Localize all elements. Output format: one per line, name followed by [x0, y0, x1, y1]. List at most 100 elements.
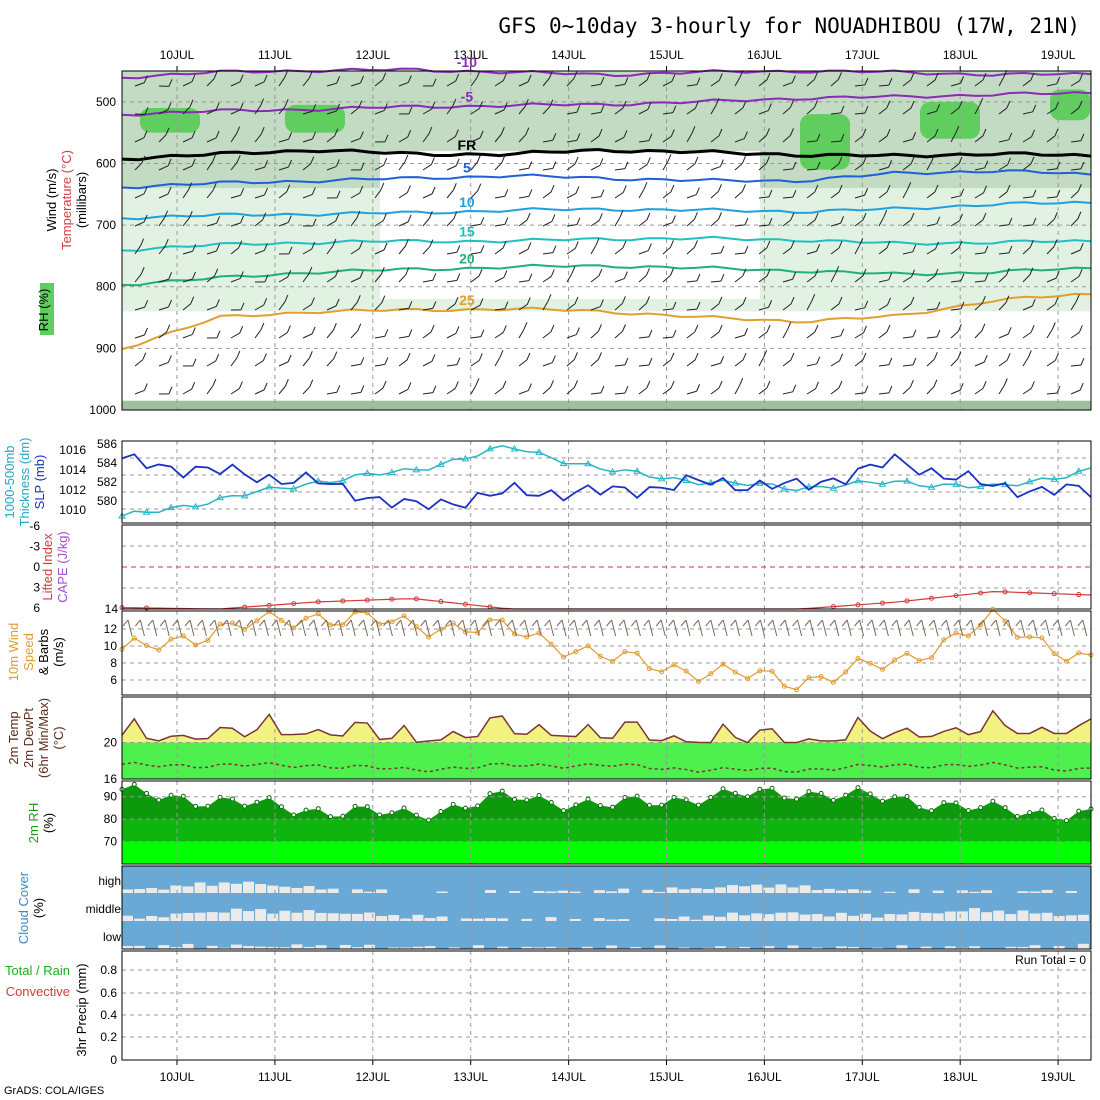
- wind-barb: [134, 359, 144, 367]
- wind-barb-flag: [359, 131, 364, 139]
- temp2m-label-2: (6hr Min/Max): [36, 698, 51, 778]
- cloud-frame: [121, 865, 1092, 950]
- wind-barb-flag: [647, 102, 652, 110]
- upper-ytick-600: 600: [96, 156, 116, 170]
- wind-barb: [254, 304, 264, 311]
- wind-barb-flag: [672, 329, 677, 338]
- wind10-point: [769, 668, 775, 674]
- wind10-barb-flag: [358, 619, 364, 627]
- top-date-11JUL: 11JUL: [258, 48, 292, 62]
- wind-barb: [278, 361, 289, 367]
- wind-barb: [950, 107, 960, 115]
- precip-label-convective: Convective: [6, 984, 70, 999]
- rh2m-tick-90: 90: [104, 790, 118, 804]
- wind-barb: [926, 275, 936, 283]
- wind-barb-flag: [1077, 211, 1082, 219]
- wind-barb: [614, 247, 624, 255]
- wind10-point: [867, 660, 873, 666]
- wind-barb: [566, 193, 577, 199]
- wind-barb-flag: [1078, 325, 1083, 333]
- wind-barb-flag: [262, 353, 267, 361]
- wind-barb: [926, 248, 936, 255]
- wind-barb-flag: [215, 130, 220, 139]
- wind-barb: [1022, 163, 1032, 171]
- wind-barb-flag: [934, 72, 939, 81]
- rh2m-point: [1076, 808, 1082, 814]
- wind10-barb: [511, 619, 517, 637]
- thickness-point: [903, 477, 911, 484]
- upper-ytick-800: 800: [96, 280, 116, 294]
- wind-barb: [998, 333, 1009, 339]
- wind-barb-flag: [288, 132, 293, 140]
- wind-barb: [206, 222, 217, 227]
- wind-barb: [230, 277, 241, 283]
- wind-barb: [974, 252, 985, 255]
- wind-barb: [854, 112, 866, 115]
- wind-barb-flag: [480, 245, 485, 253]
- wind-barb-flag: [766, 128, 770, 136]
- upper-air-panel: -10-5FR5101520255006007008009001000Wind …: [36, 54, 1092, 417]
- rh2m-point: [597, 802, 603, 808]
- wind-barb-flag: [359, 270, 364, 279]
- wind10-point: [426, 634, 432, 640]
- cloud-bar-high: [315, 889, 327, 893]
- wind-barb: [950, 195, 961, 199]
- cloud-bar-middle: [848, 915, 859, 921]
- wind-barb: [878, 247, 888, 255]
- wind-barb-flag: [624, 357, 629, 366]
- thickness-point: [289, 484, 298, 492]
- rh2m-point: [229, 796, 235, 802]
- wind-barb-flag: [480, 329, 485, 337]
- wind-barb-flag: [406, 352, 411, 361]
- wind-barb: [1046, 168, 1057, 171]
- wind-barb-flag: [862, 352, 867, 361]
- wind-barb-flag: [432, 273, 437, 281]
- precip-tick-0.4: 0.4: [100, 1008, 117, 1022]
- wind-barb-flag: [670, 184, 675, 193]
- wind-barb-flag: [1032, 217, 1037, 226]
- wind-barb-flag: [1078, 269, 1083, 277]
- wind10-barb: [350, 619, 356, 637]
- cloud-bar-middle: [485, 917, 496, 921]
- wind10-barb-flag: [234, 619, 240, 627]
- cloud-bar-high: [606, 891, 617, 893]
- wind-barb-flag: [216, 330, 221, 339]
- temp2m-tick-16: 16: [104, 772, 118, 786]
- cloud-bar-middle: [376, 916, 388, 921]
- wind-barb-flag: [212, 182, 217, 191]
- wind10-point: [524, 634, 530, 640]
- wind-barb: [830, 191, 840, 199]
- wind-barb-flag: [1008, 132, 1013, 141]
- wind-barb: [782, 168, 793, 171]
- cloud-bar-low: [956, 947, 968, 949]
- wind-barb-flag: [477, 183, 482, 191]
- wind-barb-flag: [790, 296, 795, 305]
- wind-barb: [302, 333, 313, 339]
- thickness-point: [363, 469, 372, 476]
- wind-barb: [1022, 136, 1032, 143]
- wind10-barb-flag: [370, 619, 377, 627]
- wind-barb-flag: [912, 244, 917, 253]
- wind-barb: [710, 387, 720, 395]
- wind-barb-flag: [696, 273, 701, 282]
- wind10-barb: [301, 619, 307, 637]
- rh-band-lower-dry: [122, 311, 1091, 401]
- wind-barb-flag: [239, 74, 244, 83]
- wind-barb-flag: [816, 161, 821, 170]
- rh2m-point: [659, 802, 665, 808]
- wind-barb: [998, 274, 1007, 283]
- isotherm-label-25: 25: [459, 292, 475, 308]
- wind-barb-flag: [598, 352, 602, 360]
- wind-barb: [854, 163, 864, 171]
- wind-barb: [230, 332, 240, 339]
- wind-barb: [806, 106, 815, 115]
- cloud-bar-high: [799, 885, 811, 893]
- wind-barb: [926, 223, 937, 227]
- cloud-bar-middle: [872, 917, 884, 921]
- thickness-point: [216, 493, 225, 501]
- wind-barb-flag: [622, 324, 626, 332]
- wind-barb: [422, 361, 433, 367]
- cloud-bar-high: [557, 890, 569, 893]
- cloud-bar-middle: [339, 913, 351, 921]
- wind-barb-flag: [695, 187, 700, 195]
